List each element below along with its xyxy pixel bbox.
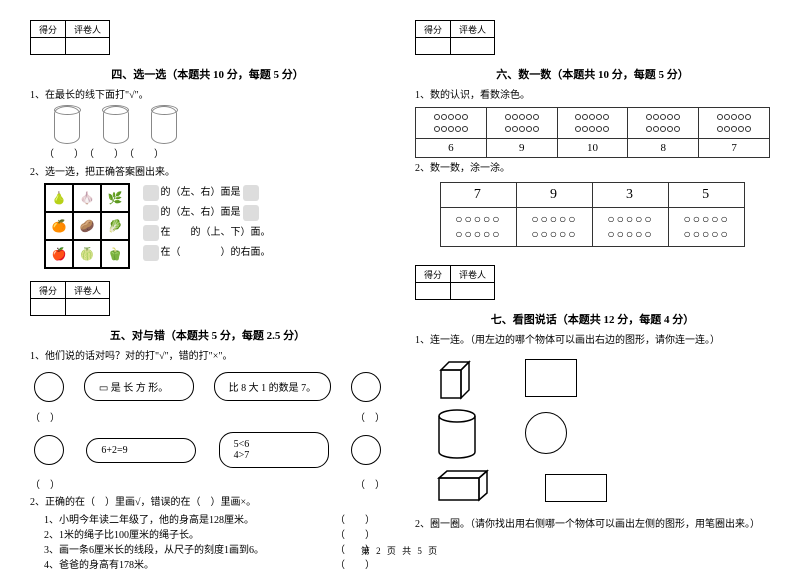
left-column: 得分评卷人 四、选一选（本题共 10 分，每题 5 分） 1、在最长的线下面打"… bbox=[30, 20, 385, 576]
section-5-title: 五、对与错（本题共 5 分，每题 2.5 分） bbox=[30, 327, 385, 343]
cuboid-icon bbox=[435, 468, 495, 507]
cylinder-1 bbox=[54, 106, 80, 144]
section-6-title: 六、数一数（本题共 10 分，每题 5 分） bbox=[415, 66, 770, 82]
s4-q1-parens: （ ） （ ） （ ） bbox=[44, 147, 385, 162]
face-icon bbox=[351, 372, 381, 402]
shape-row-3 bbox=[435, 468, 770, 507]
score-label: 得分 bbox=[31, 21, 66, 38]
square-icon bbox=[525, 359, 577, 397]
score-box-s7: 得分评卷人 bbox=[415, 265, 495, 300]
page-footer: 第 2 页 共 5 页 bbox=[0, 544, 800, 557]
dots-table: 6 9 10 8 7 bbox=[415, 107, 770, 158]
section-7-title: 七、看图说话（本题共 12 分，每题 4 分） bbox=[415, 311, 770, 327]
item-icon bbox=[143, 185, 159, 201]
grader-label: 评卷人 bbox=[66, 21, 110, 38]
s7-q1: 1、连一连。（用左边的哪个物体可以画出右边的图形，请你连一连。） bbox=[415, 333, 770, 348]
s4-q2: 2、选一选，把正确答案圈出来。 bbox=[30, 165, 385, 180]
item-icon bbox=[143, 205, 159, 221]
tf-row-2: 6+2=9 5<64>7 bbox=[30, 428, 385, 472]
score-box-s5: 得分评卷人 bbox=[30, 281, 110, 316]
dots-row bbox=[416, 108, 770, 139]
face-icon bbox=[34, 435, 64, 465]
circle-icon bbox=[525, 412, 567, 454]
face-icon bbox=[351, 435, 381, 465]
right-column: 得分评卷人 六、数一数（本题共 10 分，每题 5 分） 1、数的认识，看数涂色… bbox=[415, 20, 770, 576]
grid-3x3: 🍐🧄🌿 🍊🥔🥬 🍎🍈🫑 bbox=[44, 183, 130, 269]
shape-row-1 bbox=[435, 358, 770, 398]
score-box-s4: 得分评卷人 bbox=[30, 20, 110, 55]
bubble-4: 5<64>7 bbox=[219, 432, 329, 468]
rectangle-icon bbox=[545, 474, 607, 502]
cylinder-2 bbox=[103, 106, 129, 144]
s4-q2-content: 🍐🧄🌿 🍊🥔🥬 🍎🍈🫑 的（左、右）面是 的（左、右）面是 在 的（上、下）面。… bbox=[44, 183, 385, 269]
face-icon bbox=[34, 372, 64, 402]
position-lines: 的（左、右）面是 的（左、右）面是 在 的（上、下）面。 在（ ）的右面。 bbox=[141, 183, 271, 263]
cylinder-icon bbox=[435, 408, 475, 458]
s5-q2: 2、正确的在（ ）里画√，错误的在（ ）里画×。 bbox=[30, 495, 385, 510]
cylinders-row bbox=[44, 106, 385, 144]
bubble-3: 6+2=9 bbox=[86, 438, 196, 463]
item-icon bbox=[243, 185, 259, 201]
s5-q2-list: 1、小明今年读二年级了，他的身高是128厘米。（ ） 2、1米的绳子比100厘米… bbox=[44, 513, 385, 573]
nums-row: 6 9 10 8 7 bbox=[416, 139, 770, 158]
s5-q1: 1、他们说的话对吗？对的打"√"，错的打"×"。 bbox=[30, 349, 385, 364]
tf-paren-1: （ ）（ ） bbox=[30, 409, 385, 424]
cube-icon bbox=[435, 358, 475, 398]
s7-q2: 2、圈一圈。（请你找出用右侧哪一个物体可以画出左侧的图形，用笔圈出来。） bbox=[415, 517, 770, 532]
s6-q1: 1、数的认识，看数涂色。 bbox=[415, 88, 770, 103]
bubble-1: ▭ 是 长 方 形。 bbox=[84, 372, 194, 401]
item-icon bbox=[143, 245, 159, 261]
score-box-s6: 得分评卷人 bbox=[415, 20, 495, 55]
cylinder-3 bbox=[151, 106, 177, 144]
item-icon bbox=[243, 205, 259, 221]
count-table: 7935 ○○○○○○○○○○○○○○○○○○○○○○○○○○○○○○○○○○○… bbox=[440, 182, 745, 247]
s4-q1: 1、在最长的线下面打"√"。 bbox=[30, 88, 385, 103]
bubble-2: 比 8 大 1 的数是 7。 bbox=[214, 372, 332, 401]
section-4-title: 四、选一选（本题共 10 分，每题 5 分） bbox=[30, 66, 385, 82]
tf-row-1: ▭ 是 长 方 形。 比 8 大 1 的数是 7。 bbox=[30, 368, 385, 405]
item-icon bbox=[143, 225, 159, 241]
tf-paren-2: （ ）（ ） bbox=[30, 476, 385, 491]
shape-row-2 bbox=[435, 408, 770, 458]
s6-q2: 2、数一数，涂一涂。 bbox=[415, 161, 770, 176]
